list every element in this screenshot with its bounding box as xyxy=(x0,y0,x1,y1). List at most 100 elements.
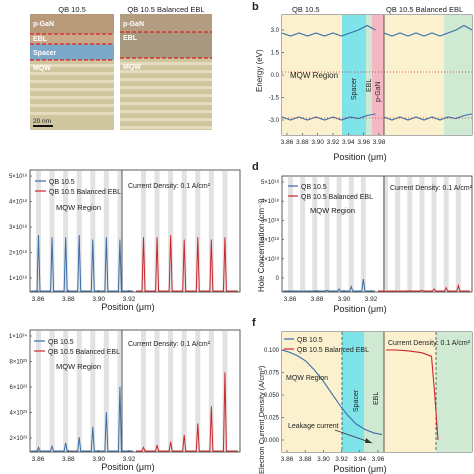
layer-label-spacer: Spacer xyxy=(33,50,57,57)
qw-band xyxy=(36,331,41,451)
y-tick-label: -3.0 xyxy=(269,118,280,124)
mqw-stripe xyxy=(120,110,212,113)
mqw-stripe xyxy=(30,80,114,83)
annotation: Current Density: 0.1 A/cm² xyxy=(388,340,471,347)
qw-band xyxy=(103,331,109,451)
chart-d-xlabel: Position (μm) xyxy=(333,304,386,314)
mqw-stripe xyxy=(120,118,212,121)
leakage-label: Leakage current xyxy=(288,423,339,430)
x-tick-label: 3.88 xyxy=(62,456,75,463)
qw-band xyxy=(431,177,437,291)
x-tick-label: 3.86 xyxy=(32,456,45,463)
chart-e-yticks: 1×10²⁴ 8×10²³ 6×10²³ 4×10²³ 2×10²³ xyxy=(9,333,32,442)
region-label: MQW Region xyxy=(310,206,355,215)
ebl-region xyxy=(364,332,384,452)
ebl-region xyxy=(366,15,372,135)
x-tick-label: 3.94 xyxy=(342,139,355,146)
y-tick-label: 0 xyxy=(276,276,280,282)
x-tick-label: 3.96 xyxy=(372,456,385,463)
micrograph-left: QB 10.5 p-GaN EBL Spacer MQW 20 nm xyxy=(30,5,114,130)
x-tick-label: 3.92 xyxy=(365,296,378,303)
y-tick-label: 5×10¹⁸ xyxy=(261,179,280,186)
x-tick-label: 3.90 xyxy=(317,456,330,463)
y-tick-label: 6×10²³ xyxy=(9,385,27,391)
mqw-stripe xyxy=(120,126,212,129)
qw-band xyxy=(49,171,55,291)
band-line xyxy=(281,113,376,121)
series-line xyxy=(136,234,238,292)
chart-f-ylabel: Electron Current Density (A/cm²) xyxy=(257,365,266,474)
x-tick-label: 3.90 xyxy=(92,456,105,463)
x-tick-label: 3.86 xyxy=(284,296,297,303)
series-lines xyxy=(283,278,470,293)
y-tick-label: 2×10²³ xyxy=(9,436,27,442)
mqw-stripe xyxy=(120,86,212,89)
x-tick-label: 3.90 xyxy=(338,296,351,303)
chart-b-yticks: 3.0 1.5 0.0 -1.5 -3.0 xyxy=(269,28,284,124)
legend-label: QB 10.5 Balanced EBL xyxy=(49,189,121,196)
region-label-mqw: MQW Region xyxy=(286,375,328,382)
x-tick-label: 3.92 xyxy=(335,456,348,463)
annotation: Current Density: 0.1 A/cm² xyxy=(390,185,473,192)
qw-band xyxy=(168,171,174,291)
qw-band xyxy=(181,331,187,451)
band-line xyxy=(383,113,473,121)
layer-label-pgan: p-GaN xyxy=(33,21,54,28)
legend-label: QB 10.5 Balanced EBL xyxy=(48,349,120,356)
qw-band xyxy=(455,177,461,291)
pgan-layer-left xyxy=(30,14,114,34)
qw-band xyxy=(90,331,96,451)
x-tick-label: 3.94 xyxy=(353,456,366,463)
qw-band xyxy=(348,177,354,291)
legend-label: QB 10.5 xyxy=(48,339,74,346)
chart-b-xlabel: Position (μm) xyxy=(333,152,386,162)
qw-band xyxy=(407,177,413,291)
y-tick-label: 2×10¹⁸ xyxy=(261,237,280,244)
x-tick-label: 3.92 xyxy=(123,296,136,303)
chart-e: QB 10.5 QB 10.5 Balanced EBL Current Den… xyxy=(9,329,241,472)
series-line xyxy=(31,234,133,292)
chart-c-yticks: 5×10¹⁸ 4×10¹⁸ 3×10¹⁸ 2×10¹⁸ 1×10¹⁸ xyxy=(9,173,32,282)
qw-band xyxy=(117,171,123,291)
mqw-stripe xyxy=(30,72,114,75)
qw-band xyxy=(383,177,388,291)
series-lines xyxy=(281,349,439,441)
chart-f-xlabel: Position (μm) xyxy=(333,464,386,474)
region-label-ebl: EBL xyxy=(373,392,380,405)
qw-band xyxy=(36,171,41,291)
y-tick-label: 8×10²³ xyxy=(9,360,27,366)
y-tick-label: 0.0 xyxy=(271,73,280,79)
layer-label-mqw: MQW xyxy=(123,64,141,71)
chart-b-xticks: 3.86 3.88 3.90 3.92 3.94 3.96 3.98 xyxy=(281,133,386,146)
y-tick-label: 0.050 xyxy=(264,393,280,399)
panel-letter-f: f xyxy=(252,317,256,329)
series-lines xyxy=(31,372,238,452)
y-tick-label: 3.0 xyxy=(271,28,280,34)
y-tick-label: 1.5 xyxy=(271,51,280,57)
qw-band xyxy=(288,177,293,291)
mqw-stripe xyxy=(30,88,114,91)
y-tick-label: 0.025 xyxy=(264,416,280,422)
qw-band xyxy=(324,177,330,291)
legend-label: QB 10.5 Balanced EBL xyxy=(301,194,373,201)
chart-f-xticks: 3.86 3.88 3.90 3.92 3.94 3.96 xyxy=(281,450,385,463)
series-line xyxy=(136,372,238,452)
x-tick-label: 3.90 xyxy=(311,139,324,146)
y-tick-label: 1×10²⁴ xyxy=(9,333,28,340)
x-tick-label: 3.92 xyxy=(123,456,136,463)
qw-band xyxy=(208,171,214,291)
mqw-stripe xyxy=(30,96,114,99)
y-tick-label: 0.075 xyxy=(264,371,280,377)
annotation: Current Density: 0.1 A/cm² xyxy=(128,183,211,190)
legend-label: QB 10.5 xyxy=(49,179,75,186)
y-tick-label: 0.100 xyxy=(264,348,280,354)
y-tick-label: 4×10¹⁸ xyxy=(261,198,280,205)
mqw-stripes-right xyxy=(120,62,212,129)
x-tick-label: 3.90 xyxy=(92,296,105,303)
qw-band xyxy=(395,177,401,291)
x-tick-label: 3.96 xyxy=(357,139,370,146)
x-tick-label: 3.86 xyxy=(32,296,45,303)
y-tick-label: 2×10¹⁸ xyxy=(9,250,28,257)
legend-label: QB 10.5 xyxy=(301,184,327,191)
